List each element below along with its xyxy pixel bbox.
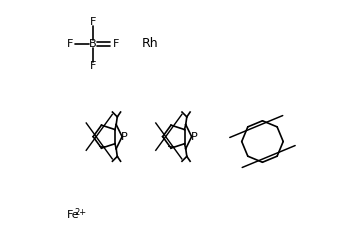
Text: 2+: 2+ [74,208,86,217]
Text: F: F [66,39,73,49]
Text: F: F [90,61,96,71]
Text: −: − [98,142,106,152]
Text: F: F [113,39,119,49]
Text: −: − [167,142,175,152]
Text: P: P [121,132,128,142]
Text: Rh: Rh [142,37,159,51]
Text: F: F [90,17,96,27]
Text: Fe: Fe [67,210,80,220]
Text: P: P [191,132,197,142]
Text: B: B [89,39,97,49]
